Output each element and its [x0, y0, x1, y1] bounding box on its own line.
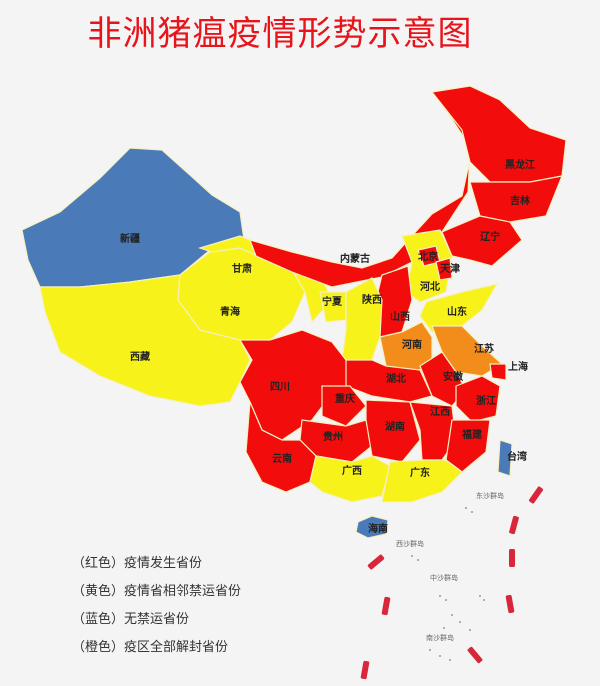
province-label: 湖北	[386, 372, 406, 385]
legend-yellow: （黄色）疫情省相邻禁运省份	[72, 584, 242, 599]
legend: （红色）疫情发生省份 （黄色）疫情省相邻禁运省份 （蓝色）无禁运省份 （橙色）疫…	[72, 550, 241, 662]
island-dot	[417, 559, 419, 561]
province-red	[445, 419, 491, 473]
province-label: 上海	[508, 360, 528, 373]
island-dot	[449, 659, 451, 661]
province-red	[441, 215, 523, 267]
province-blue	[497, 439, 513, 477]
province-label: 辽宁	[480, 230, 500, 243]
boundary-dash	[509, 549, 515, 567]
boundary-dash	[360, 660, 370, 680]
province-label: 江西	[430, 405, 450, 418]
legend-blue: （蓝色）无禁运省份	[72, 612, 190, 627]
province-label: 内蒙古	[340, 252, 370, 265]
province-label: 西藏	[130, 350, 150, 363]
province-label: 台湾	[507, 450, 527, 463]
province-label: 海南	[368, 522, 388, 535]
province-yellow	[39, 274, 251, 407]
province-red	[435, 257, 453, 281]
province-label: 天津	[440, 262, 460, 275]
province-label: 贵州	[323, 430, 343, 443]
island-dot	[469, 629, 471, 631]
province-red	[341, 359, 433, 403]
province-label: 北京	[418, 250, 438, 263]
province-red	[489, 363, 507, 381]
province-red	[455, 375, 501, 423]
province-label: 浙江	[476, 394, 496, 407]
boundary-dash	[381, 596, 391, 616]
province-yellow	[319, 291, 347, 323]
province-label: 广西	[342, 464, 362, 477]
boundary-dash	[467, 646, 483, 664]
map-title: 非洲猪瘟疫情形势示意图	[87, 14, 473, 54]
boundary-dash	[509, 515, 519, 535]
province-label: 新疆	[120, 232, 140, 245]
province-red	[238, 329, 347, 441]
province-label: 重庆	[335, 392, 355, 405]
province-red	[321, 385, 367, 427]
island-dot	[429, 649, 431, 651]
province-label: 河南	[402, 338, 422, 351]
island-label: 南沙群岛	[426, 633, 454, 642]
island-label: 西沙群岛	[396, 539, 424, 548]
island-dot	[439, 595, 441, 597]
province-label: 宁夏	[322, 295, 343, 308]
island-dot	[445, 599, 447, 601]
island-dot	[443, 627, 445, 629]
province-blue	[355, 515, 389, 539]
province-label: 陕西	[362, 293, 382, 306]
province-label: 广东	[410, 466, 430, 479]
province-red	[430, 85, 567, 183]
province-label: 青海	[220, 305, 240, 318]
province-label: 云南	[272, 452, 292, 465]
province-label: 山西	[390, 310, 410, 323]
island-dot	[411, 555, 413, 557]
island-dot	[439, 655, 441, 657]
province-label: 四川	[270, 381, 290, 393]
boundary-dash	[505, 594, 515, 614]
island-dot	[459, 621, 461, 623]
province-label: 甘肃	[232, 262, 252, 275]
province-label: 黑龙江	[505, 158, 535, 171]
island-label: 东沙群岛	[476, 491, 504, 500]
province-label: 湖南	[385, 420, 405, 433]
boundary-dash	[367, 554, 385, 570]
island-dot	[451, 614, 453, 616]
province-label: 山东	[447, 305, 467, 318]
island-dot	[471, 511, 473, 513]
province-yellow	[309, 455, 391, 503]
province-label: 河北	[420, 280, 440, 293]
boundary-dash	[528, 486, 544, 504]
province-yellow	[401, 229, 453, 303]
province-label: 江苏	[474, 342, 494, 355]
island-dot	[465, 507, 467, 509]
province-label: 福建	[461, 428, 483, 441]
province-yellow	[419, 283, 499, 333]
legend-orange: （橙色）疫区全部解封省份	[72, 640, 229, 655]
legend-red: （红色）疫情发生省份	[72, 556, 203, 571]
island-dot	[483, 599, 485, 601]
island-label: 中沙群岛	[430, 573, 458, 582]
province-yellow	[381, 459, 463, 503]
island-dot	[479, 595, 481, 597]
province-label: 安徽	[443, 370, 464, 383]
province-yellow	[341, 277, 383, 361]
province-label: 吉林	[510, 194, 531, 207]
